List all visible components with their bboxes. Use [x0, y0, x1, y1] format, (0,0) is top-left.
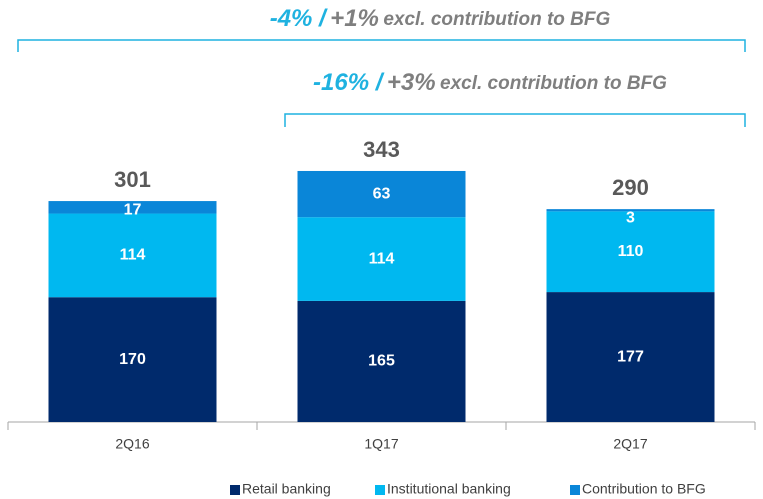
x-tick-label: 1Q17 [364, 436, 398, 452]
data-label: 3 [626, 209, 635, 226]
annotation-highlight: -16% / [313, 69, 385, 96]
data-label: 114 [369, 250, 395, 267]
total-label: 301 [114, 167, 151, 192]
data-label: 170 [119, 351, 146, 368]
bar-segment [297, 300, 466, 422]
annotation-note: excl. contribution to BFG [440, 73, 667, 94]
legend-label: Retail banking [242, 481, 331, 497]
total-label: 343 [363, 137, 400, 162]
data-label: 110 [618, 243, 644, 260]
bracket [284, 113, 746, 127]
legend-swatch [230, 485, 240, 495]
data-label: 63 [373, 185, 391, 202]
bar-segment [48, 297, 217, 422]
annotation-highlight: -4% / [270, 5, 328, 32]
bar-segment [546, 211, 715, 293]
bar-segment [546, 209, 715, 212]
x-tick-label: 2Q17 [613, 436, 647, 452]
data-label: 114 [120, 247, 146, 264]
annotation-note: excl. contribution to BFG [383, 9, 610, 30]
annotation: -4% / +1% excl. contribution to BFG [270, 5, 611, 32]
annotation-text: +1% [330, 5, 379, 32]
legend-label: Contribution to BFG [582, 481, 706, 497]
annotation-text: +3% [387, 69, 436, 96]
bar-segment [297, 217, 466, 301]
bar-segment [546, 292, 715, 422]
x-tick-label: 2Q16 [115, 436, 149, 452]
data-label: 177 [617, 348, 644, 365]
legend-label: Institutional banking [387, 481, 511, 497]
bar-segment [48, 201, 217, 214]
legend-swatch [570, 485, 580, 495]
legend-swatch [375, 485, 385, 495]
data-label: 17 [124, 201, 142, 218]
bar-segment [48, 213, 217, 298]
total-label: 290 [612, 175, 649, 200]
annotation: -16% / +3% excl. contribution to BFG [313, 69, 667, 96]
bar-segment [297, 170, 466, 218]
data-label: 165 [368, 353, 395, 370]
bracket [17, 39, 746, 52]
